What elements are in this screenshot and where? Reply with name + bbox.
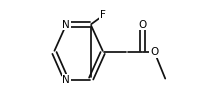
Text: F: F — [100, 10, 106, 20]
Text: O: O — [150, 47, 158, 57]
Text: N: N — [62, 75, 70, 85]
Text: O: O — [138, 20, 147, 30]
Text: N: N — [62, 20, 70, 30]
